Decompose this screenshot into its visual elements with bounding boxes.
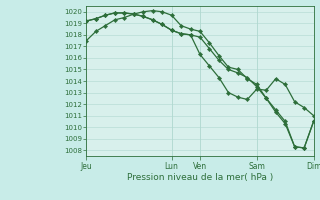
X-axis label: Pression niveau de la mer( hPa ): Pression niveau de la mer( hPa ) [127,173,273,182]
